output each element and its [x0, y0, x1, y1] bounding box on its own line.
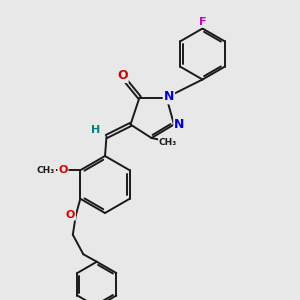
Text: N: N	[174, 118, 184, 131]
Text: N: N	[164, 90, 174, 104]
Text: CH₃: CH₃	[159, 138, 177, 147]
Text: CH₃: CH₃	[37, 166, 55, 175]
Text: O: O	[66, 210, 75, 220]
Text: O: O	[58, 165, 68, 175]
Text: F: F	[199, 17, 206, 27]
Text: O: O	[117, 69, 128, 82]
Text: H: H	[92, 125, 100, 135]
